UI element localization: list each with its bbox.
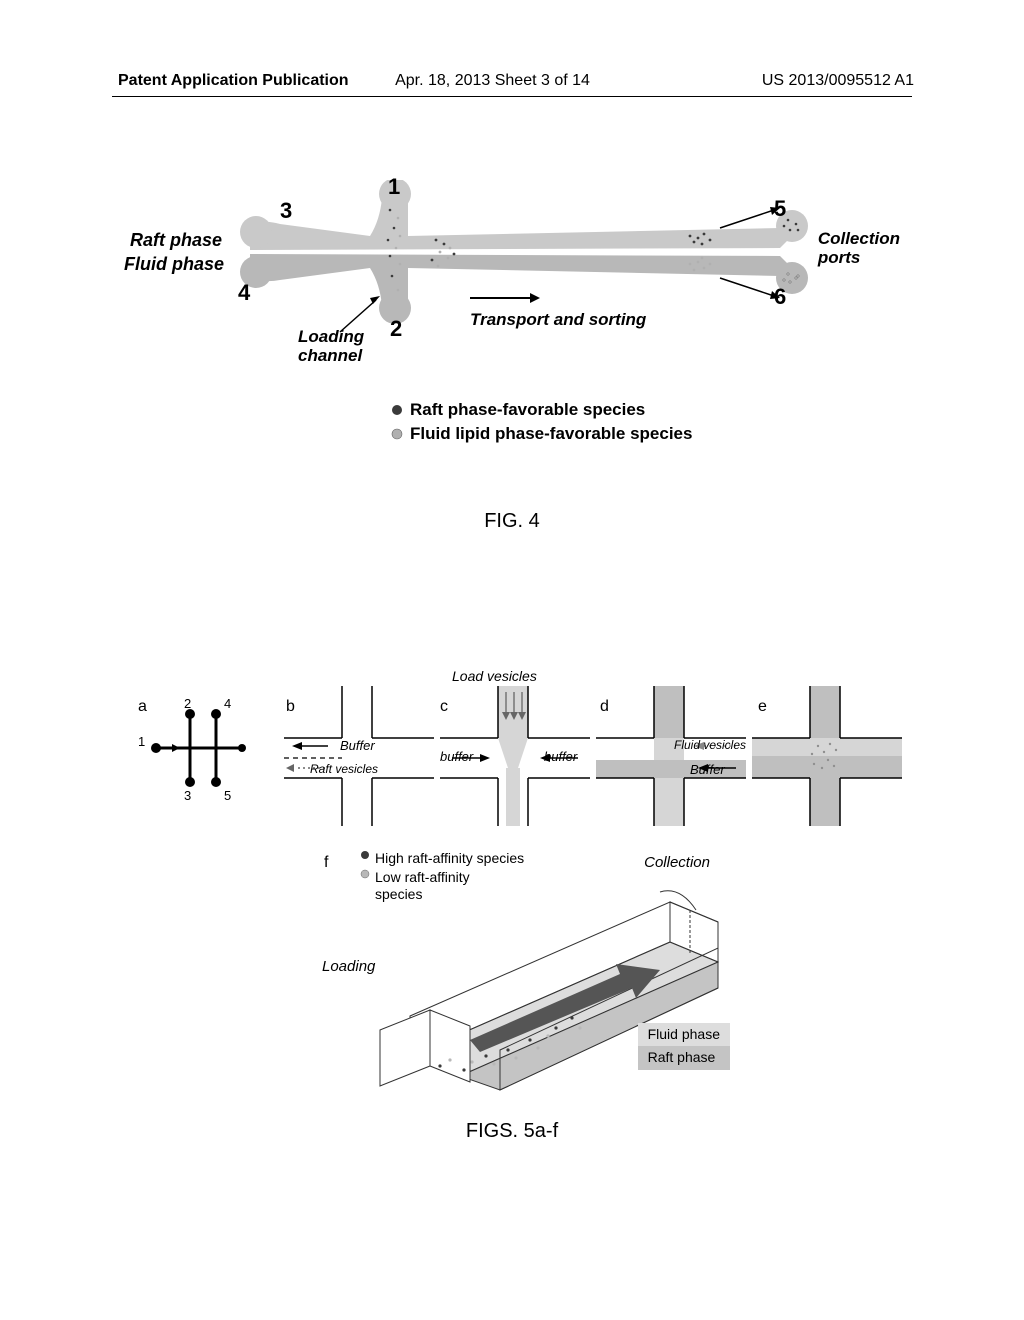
pf-legend-1: High raft-affinity species [360,850,524,867]
load-vesicles-label: Load vesicles [452,668,537,684]
raft-phase-label: Raft phase [130,230,222,251]
legend-row-1: Raft phase-favorable species [390,400,692,420]
transport-label: Transport and sorting [470,310,646,330]
num-1: 1 [388,174,400,200]
pf-legend1-text: High raft-affinity species [375,850,524,867]
collect-arrow-6 [720,278,774,296]
legend-dark-dot-icon [390,403,404,417]
panel-e-svg [752,686,902,826]
pf-raft-row: Raft phase [638,1046,730,1070]
pa-n2: 2 [184,696,191,711]
loading-channel-label: Loading channel [298,328,364,365]
port-3 [240,216,272,248]
pd-buffer: Buffer [690,762,725,777]
high-raft-dot-icon [360,850,370,860]
fig4-legend: Raft phase-favorable species Fluid lipid… [390,400,692,448]
raft-channel [250,193,800,250]
pa-n4: 4 [224,696,231,711]
num-6: 6 [774,284,786,310]
header-left: Patent Application Publication [118,72,349,90]
legend-row-2: Fluid lipid phase-favorable species [390,424,692,444]
pf-phase-legend: Fluid phase Raft phase [638,1023,730,1070]
num-2: 2 [390,316,402,342]
fluid-channel [250,254,800,310]
pd-fluid: Fluid vesicles [674,738,746,752]
collection-l2: ports [818,249,900,268]
collection-l1: Collection [818,230,900,249]
num-3: 3 [280,198,292,224]
panel-f-letter: f [324,854,328,872]
pb-raft: Raft vesicles [310,762,378,776]
pa-n3: 3 [184,788,191,803]
legend-row2-text: Fluid lipid phase-favorable species [410,424,692,444]
transport-arrow-head [530,293,540,303]
figure-5: Load vesicles a b c d e 1 2 3 4 5 [110,640,910,1120]
page-header: Patent Application Publication Apr. 18, … [0,72,1024,90]
pc-buffer-l: buffer [440,749,473,764]
pf-collection-label: Collection [644,854,710,871]
fluid-phase-label: Fluid phase [124,254,224,275]
panel-a-svg [146,690,254,820]
fig4-caption: FIG. 4 [0,510,1024,533]
num-5: 5 [774,196,786,222]
pb-buffer: Buffer [340,738,375,753]
header-center: Apr. 18, 2013 Sheet 3 of 14 [395,72,590,90]
loading-channel-l1: Loading [298,328,364,347]
pf-fluid-row: Fluid phase [638,1023,730,1047]
figure-4: Raft phase Fluid phase Loading channel T… [120,180,900,500]
panel-b-svg [284,686,434,826]
legend-light-dot-icon [390,427,404,441]
num-4: 4 [238,280,250,306]
panel-f: f High raft-affinity species Low raft-af… [320,850,740,1100]
header-right: US 2013/0095512 A1 [762,72,914,90]
pa-n5: 5 [224,788,231,803]
collection-ports-label: Collection ports [818,230,900,267]
loading-pointer-head [370,296,380,304]
low-raft-dot-icon [360,869,370,879]
loading-channel-l2: channel [298,347,364,366]
legend-row1-text: Raft phase-favorable species [410,400,645,420]
header-rule [112,96,912,97]
pa-n1: 1 [138,734,145,749]
panel-d-svg [596,686,746,826]
pc-buffer-r: buffer [544,749,577,764]
collect-arrow-5 [720,210,774,228]
fig5-caption: FIGS. 5a-f [0,1120,1024,1143]
